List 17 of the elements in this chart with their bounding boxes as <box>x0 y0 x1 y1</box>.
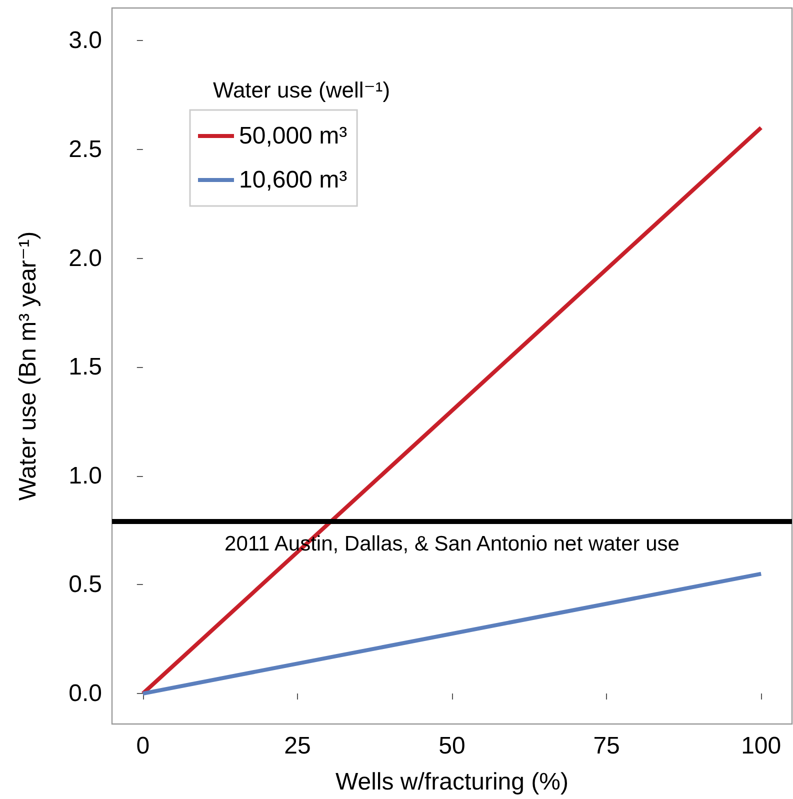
legend-label: 10,600 m³ <box>239 166 348 194</box>
y-axis-title: Water use (Bn m³ year⁻¹) <box>14 231 42 501</box>
x-tick-label: 75 <box>593 732 620 760</box>
x-tick-label: 25 <box>284 732 311 760</box>
x-tick-label: 50 <box>438 732 466 760</box>
x-tick-label: 100 <box>741 732 782 760</box>
y-tick-label: 1.0 <box>68 462 102 490</box>
y-tick-label: 2.0 <box>68 244 102 272</box>
legend-label: 50,000 m³ <box>239 122 348 150</box>
y-tick-label: 3.0 <box>68 27 102 54</box>
y-tick-label: 0.0 <box>68 680 102 708</box>
y-tick-label: 0.5 <box>68 571 102 598</box>
x-axis-title: Wells w/fracturing (%) <box>336 768 568 796</box>
y-tick-label: 1.5 <box>68 354 102 381</box>
y-tick-label: 2.5 <box>68 136 102 163</box>
x-tick-label: 0 <box>136 732 150 760</box>
legend-title: Water use (well⁻¹) <box>213 78 390 102</box>
